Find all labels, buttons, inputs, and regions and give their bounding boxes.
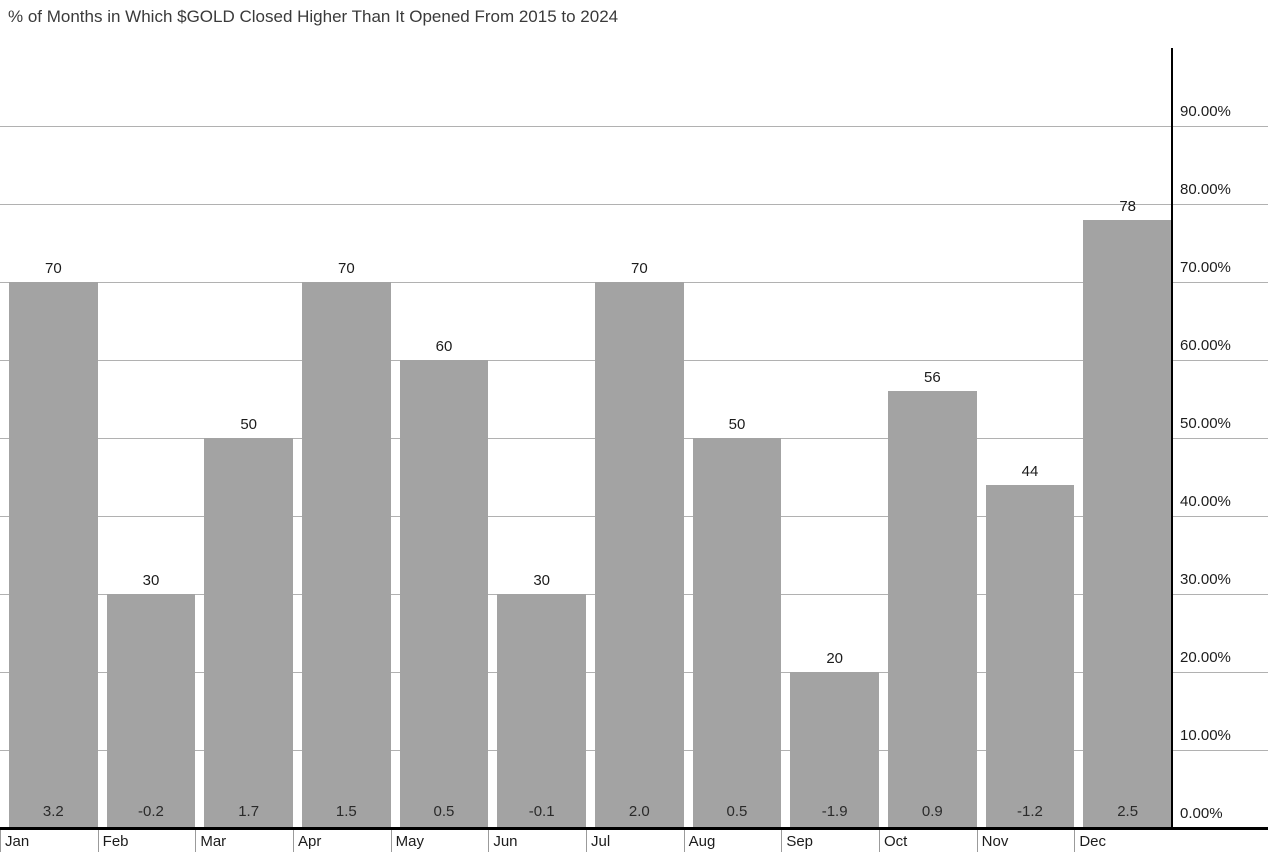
y-axis-tick-label: 70.00%: [1180, 259, 1231, 276]
bar-sep: [790, 672, 879, 828]
y-axis-tick-label: 80.00%: [1180, 181, 1231, 198]
x-axis-month-label: Aug: [688, 833, 716, 850]
bar-dec: [1083, 219, 1172, 828]
bar-value-label: 70: [44, 260, 62, 277]
gridline: [0, 126, 1268, 127]
month-boundary-tick: [586, 828, 587, 852]
bar-apr: [302, 282, 391, 828]
x-axis-month-label: Mar: [200, 833, 227, 850]
bar-change-label: 0.5: [433, 803, 455, 820]
bar-change-label: 3.2: [42, 803, 64, 820]
x-axis-month-label: May: [395, 833, 424, 850]
month-boundary-tick: [976, 828, 978, 852]
bar-jun: [497, 594, 586, 828]
bar-mar: [204, 438, 293, 828]
bar-value-label: 78: [1119, 197, 1136, 215]
bar-may: [399, 360, 489, 828]
x-axis-month-label: Sep: [786, 833, 814, 850]
x-axis-month-label: Apr: [298, 833, 322, 850]
bar-jan: [9, 282, 98, 828]
y-axis-tick-label: 0.00%: [1180, 805, 1223, 822]
bar-change-label: -1.9: [821, 803, 848, 820]
bar-value-label: 50: [728, 416, 746, 433]
x-axis-month-label: Feb: [102, 833, 129, 850]
bar-jul: [595, 282, 684, 828]
month-boundary-tick: [781, 828, 783, 852]
x-axis-line: [0, 827, 1268, 830]
bar-value-label: 56: [923, 369, 941, 387]
month-boundary-tick: [293, 828, 294, 852]
bar-feb: [106, 594, 196, 828]
chart-title: % of Months in Which $GOLD Closed Higher…: [8, 7, 619, 26]
month-boundary-tick: [879, 828, 880, 852]
bar-aug: [692, 438, 782, 828]
x-axis-month-label: Dec: [1079, 833, 1107, 850]
bar-value-label: 20: [826, 650, 843, 667]
y-axis-tick-label: 30.00%: [1180, 571, 1231, 588]
bar-change-label: 0.5: [726, 803, 748, 820]
y-axis-tick-label: 10.00%: [1180, 727, 1231, 744]
x-axis-month-label: Nov: [981, 833, 1009, 850]
bar-change-label: 1.7: [238, 803, 260, 820]
y-axis-tick-label: 90.00%: [1180, 103, 1231, 120]
bar-change-label: 0.9: [921, 803, 943, 820]
month-boundary-tick: [683, 828, 685, 852]
bar-value-label: 50: [240, 416, 257, 433]
bar-change-label: -0.2: [138, 803, 164, 820]
y-axis-line: [1171, 48, 1173, 830]
bar-change-label: 1.5: [335, 803, 357, 820]
month-boundary-tick: [97, 828, 99, 852]
y-axis-tick-label: 40.00%: [1180, 493, 1231, 510]
gridline: [0, 204, 1268, 205]
bar-value-label: 44: [1021, 462, 1039, 480]
bar-value-label: 70: [630, 260, 648, 277]
bar-value-label: 70: [337, 260, 355, 277]
bar-change-label: -1.2: [1017, 803, 1043, 820]
bar-change-label: -0.1: [528, 803, 555, 820]
bar-change-label: 2.5: [1117, 803, 1139, 820]
y-axis-tick-label: 20.00%: [1180, 649, 1231, 666]
month-boundary-tick: [195, 828, 197, 852]
month-boundary-tick: [488, 828, 490, 852]
y-axis-tick-label: 50.00%: [1180, 415, 1231, 432]
month-boundary-tick: [390, 828, 392, 852]
bar-nov: [985, 484, 1075, 828]
bar-value-label: 60: [435, 338, 453, 355]
month-boundary-tick: [1074, 828, 1076, 852]
bar-change-label: 2.0: [628, 803, 650, 820]
month-boundary-tick: [0, 828, 1, 852]
bar-value-label: 30: [142, 572, 160, 589]
x-axis-month-label: Jun: [493, 833, 518, 850]
bar-value-label: 30: [533, 572, 550, 589]
x-axis-month-label: Oct: [884, 833, 908, 850]
bar-oct: [888, 391, 977, 828]
x-axis-month-label: Jul: [591, 833, 611, 850]
y-axis-tick-label: 60.00%: [1180, 337, 1231, 354]
x-axis-month-label: Jan: [5, 833, 30, 850]
